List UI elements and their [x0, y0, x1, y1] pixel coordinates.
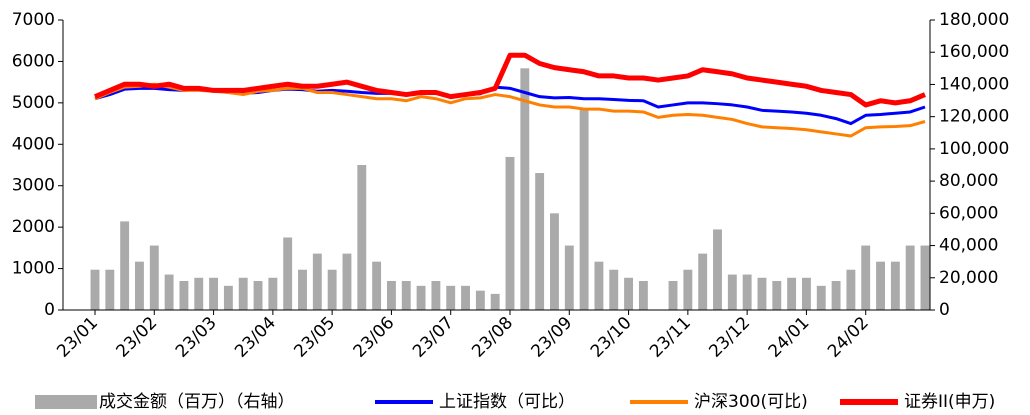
line — [94, 52, 926, 108]
x-tick-label: 23/11 — [646, 313, 695, 362]
bar — [757, 277, 767, 310]
bar — [772, 281, 782, 310]
bar — [342, 253, 352, 310]
y2-tick-label: 160,000 — [939, 42, 1009, 62]
bar — [713, 229, 722, 310]
bar — [416, 285, 426, 310]
bar — [283, 237, 293, 310]
bar — [253, 281, 263, 310]
y-tick-label: 0 — [44, 300, 55, 320]
bar — [550, 213, 559, 310]
x-tick-label: 23/01 — [53, 313, 102, 362]
bar — [401, 281, 411, 310]
legend-label: 上证指数（可比） — [439, 392, 575, 412]
bar — [905, 245, 915, 310]
x-tick-label: 23/04 — [231, 313, 280, 362]
bar — [846, 269, 856, 310]
y-tick-label: 1000 — [12, 259, 55, 279]
x-tick-label: 23/12 — [705, 313, 754, 362]
bar — [120, 221, 130, 310]
x-tick-label: 23/06 — [350, 313, 399, 362]
bar — [505, 156, 515, 310]
x-tick-label: 23/09 — [528, 313, 577, 362]
x-tick-label: 24/01 — [765, 313, 814, 362]
bar — [876, 261, 885, 310]
legend-swatch — [35, 395, 97, 409]
legend-label: 证券II(申万) — [904, 392, 995, 412]
bar — [149, 245, 159, 310]
y2-tick-label: 100,000 — [939, 139, 1009, 159]
y2-tick-label: 140,000 — [939, 74, 1009, 94]
bar — [357, 165, 367, 310]
bar — [742, 274, 752, 310]
bar — [535, 173, 545, 310]
line — [94, 82, 926, 138]
bar — [890, 261, 900, 310]
y-tick-label: 7000 — [12, 10, 55, 30]
y-tick-label: 5000 — [12, 93, 55, 113]
bar — [490, 293, 500, 310]
bar — [861, 245, 871, 310]
bar — [698, 253, 708, 310]
bar — [223, 285, 233, 310]
bar — [683, 269, 693, 310]
bar — [105, 269, 115, 310]
bar — [461, 285, 470, 310]
y-tick-label: 2000 — [12, 217, 55, 237]
x-tick-label: 23/05 — [290, 313, 339, 362]
bar — [609, 269, 619, 310]
bar — [520, 68, 530, 310]
bar — [446, 285, 456, 310]
bar — [238, 277, 248, 310]
bar — [372, 261, 382, 310]
bar — [801, 277, 811, 310]
bar — [831, 281, 841, 310]
y2-tick-label: 180,000 — [939, 10, 1009, 30]
y-tick-label: 3000 — [12, 176, 55, 196]
bar — [624, 277, 634, 310]
x-tick-label: 23/07 — [409, 313, 458, 362]
x-tick-label: 23/03 — [172, 313, 221, 362]
x-tick-label: 23/10 — [587, 313, 636, 362]
legend-label: 成交金额（百万）（右轴） — [99, 392, 295, 412]
legend-label: 沪深300(可比) — [694, 392, 808, 412]
y-tick-label: 6000 — [12, 51, 55, 71]
bar — [312, 253, 322, 310]
y2-tick-label: 60,000 — [939, 203, 998, 223]
y2-tick-label: 40,000 — [939, 236, 998, 256]
y2-tick-label: 20,000 — [939, 268, 998, 288]
bar — [135, 261, 144, 310]
bar — [164, 274, 174, 310]
x-tick-label: 23/08 — [468, 313, 517, 362]
bar — [209, 277, 219, 310]
bar — [668, 281, 678, 310]
bar — [787, 277, 797, 310]
bar — [920, 245, 930, 310]
bar — [431, 281, 441, 310]
bar — [327, 269, 337, 310]
bar — [579, 108, 589, 310]
bar — [179, 281, 189, 310]
bar — [298, 269, 307, 310]
y-tick-label: 4000 — [12, 134, 55, 154]
bar — [564, 245, 574, 310]
bar — [268, 277, 278, 310]
bar — [816, 285, 826, 310]
bar — [594, 261, 604, 310]
x-tick-label: 23/02 — [113, 313, 162, 362]
y2-tick-label: 0 — [939, 300, 950, 320]
bar — [194, 277, 204, 310]
bar — [727, 274, 737, 310]
bar — [386, 281, 396, 310]
y2-tick-label: 80,000 — [939, 171, 998, 191]
y2-tick-label: 120,000 — [939, 107, 1009, 127]
bar — [475, 290, 485, 310]
x-tick-label: 24/02 — [824, 313, 873, 362]
bar — [90, 269, 100, 310]
bar — [638, 281, 648, 310]
